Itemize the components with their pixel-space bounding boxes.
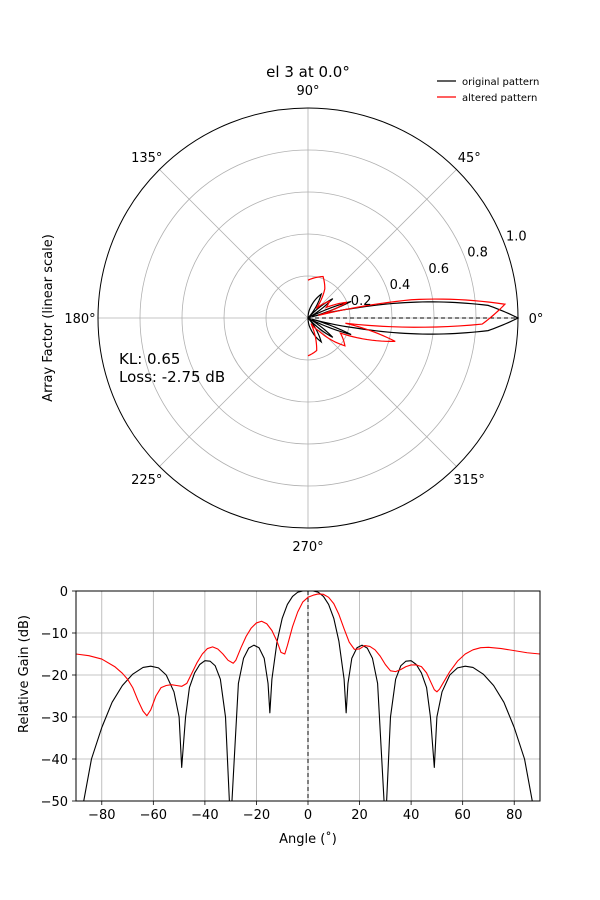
polar-theta-label: 0° <box>529 312 544 327</box>
cart-x-tick-label: 40 <box>403 808 420 823</box>
cart-y-tick-label: −50 <box>41 795 68 810</box>
cart-y-tick-label: 0 <box>60 585 68 600</box>
cart-y-tick-label: −30 <box>41 711 68 726</box>
polar-r-label: 0.4 <box>390 278 411 293</box>
legend-label-altered: altered pattern <box>462 93 537 104</box>
polar-r-label: 0.8 <box>467 246 488 261</box>
loss-annotation: Loss: -2.75 dB <box>119 368 225 386</box>
cart-x-tick-label: 0 <box>304 808 312 823</box>
cart-xlabel: Angle (˚) <box>279 831 337 847</box>
cart-y-tick-label: −20 <box>41 669 68 684</box>
cart-series-line-original <box>83 591 533 801</box>
polar-theta-label: 225° <box>131 473 162 488</box>
polar-series-line-altered <box>307 275 507 357</box>
polar-theta-label: 45° <box>458 151 481 166</box>
polar-theta-labels: 0° 45° 90° 135° 180° 225° 270° 315° <box>64 84 543 555</box>
cart-y-ticks: 0 −10 −20 −30 −40 −50 <box>41 585 76 810</box>
polar-grid-spoke <box>159 317 309 467</box>
cart-x-tick-label: −40 <box>191 808 218 823</box>
polar-r-label: 0.2 <box>351 294 372 309</box>
cart-x-tick-label: 20 <box>351 808 368 823</box>
polar-theta-label: 135° <box>131 151 162 166</box>
cart-x-tick-label: 60 <box>454 808 471 823</box>
polar-ylabel: Array Factor (linear scale) <box>41 234 56 402</box>
polar-grid-spoke <box>159 169 309 319</box>
cart-x-tick-label: 80 <box>506 808 523 823</box>
polar-frame <box>97 107 519 529</box>
cart-y-tick-label: −10 <box>41 627 68 642</box>
polar-grid-spoke <box>307 317 457 467</box>
polar-chart: 0°45°90°135°180°225°270°315° 0.20.40.60.… <box>41 63 543 555</box>
kl-annotation: KL: 0.65 <box>119 350 180 368</box>
polar-r-label: 0.6 <box>428 262 449 277</box>
legend-label-original: original pattern <box>462 77 539 88</box>
cart-x-tick-label: −20 <box>243 808 270 823</box>
polar-theta-label: 90° <box>296 84 319 99</box>
gain-chart: −80 −60 −40 −20 0 20 40 60 80 0 −10 −20 −30 −40 −50 A… <box>17 585 541 847</box>
cart-x-tick-label: −80 <box>88 808 115 823</box>
polar-title: el 3 at 0.0° <box>266 63 350 81</box>
legend: original pattern altered pattern <box>437 77 539 104</box>
polar-grid-spoke <box>307 169 457 319</box>
cart-ylabel: Relative Gain (dB) <box>17 615 32 733</box>
cart-series <box>76 591 540 801</box>
polar-series <box>307 275 520 357</box>
cart-x-ticks: −80 −60 −40 −20 0 20 40 60 80 <box>88 801 522 823</box>
cart-series-line-altered <box>76 593 540 717</box>
polar-theta-label: 270° <box>292 540 323 555</box>
polar-r-label: 1.0 <box>506 230 527 245</box>
cart-y-tick-label: −40 <box>41 753 68 768</box>
polar-theta-label: 180° <box>64 312 95 327</box>
polar-theta-label: 315° <box>454 473 485 488</box>
cart-x-tick-label: −60 <box>140 808 167 823</box>
polar-r-labels: 0.2 0.4 0.6 0.8 1.0 <box>351 230 527 309</box>
